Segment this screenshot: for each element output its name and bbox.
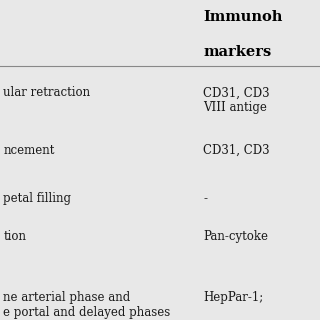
- Text: CD31, CD3: CD31, CD3: [203, 144, 270, 157]
- Text: ncement: ncement: [3, 144, 55, 157]
- Text: CD31, CD3
VIII antige: CD31, CD3 VIII antige: [203, 86, 270, 114]
- Text: ne arterial phase and
e portal and delayed phases: ne arterial phase and e portal and delay…: [3, 291, 171, 319]
- Text: HepPar-1;: HepPar-1;: [203, 291, 263, 304]
- Text: tion: tion: [3, 230, 26, 244]
- Text: Pan-cytoke: Pan-cytoke: [203, 230, 268, 244]
- Text: -: -: [203, 192, 207, 205]
- Text: markers: markers: [203, 45, 271, 59]
- Text: ular retraction: ular retraction: [3, 86, 90, 100]
- Text: Immunoh: Immunoh: [203, 10, 283, 24]
- Text: petal filling: petal filling: [3, 192, 71, 205]
